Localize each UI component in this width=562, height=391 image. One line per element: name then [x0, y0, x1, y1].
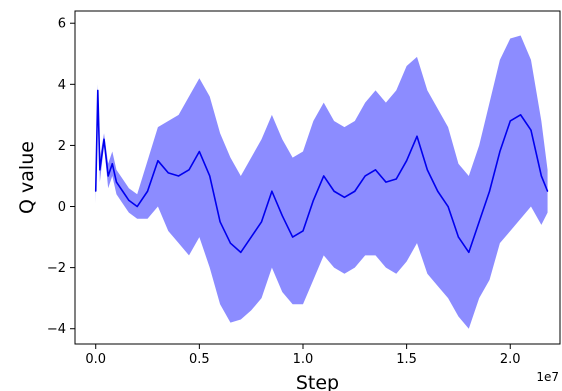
series-0-point: [520, 114, 522, 116]
series-0-point: [499, 150, 501, 153]
series-0-point: [209, 175, 211, 177]
series-0-point: [122, 190, 124, 192]
series-0-point: [406, 160, 408, 162]
series-0-point: [354, 190, 356, 192]
series-0-point: [437, 190, 439, 192]
x-tick-label: 1.5: [396, 352, 417, 367]
series-0-point: [128, 199, 130, 202]
x-tick-label: 0.0: [85, 352, 106, 367]
series-0-point: [364, 175, 366, 177]
series-0-line: [94, 89, 549, 254]
x-axis-label: Step: [296, 372, 339, 391]
series-0-point: [546, 190, 549, 192]
series-0-point: [260, 221, 263, 223]
series-0-point: [97, 89, 99, 92]
series-0-point: [468, 251, 470, 253]
series-0-point: [250, 236, 252, 238]
series-0-point: [302, 230, 304, 232]
x-tick-label: 0.5: [189, 352, 210, 367]
x-tick-label: 1.0: [293, 352, 314, 367]
series-0-point: [426, 169, 428, 171]
y-axis-label: Q value: [16, 141, 38, 214]
series-0-point: [323, 175, 325, 177]
series-0-point: [188, 169, 190, 171]
series-0-point: [488, 190, 491, 192]
series-0-point: [416, 135, 418, 137]
series-0-point: [115, 181, 118, 183]
series-0-point: [229, 242, 232, 244]
series-0-point: [281, 215, 283, 217]
series-0-point: [447, 205, 449, 208]
series-0-point: [333, 190, 335, 192]
series-0-point: [271, 190, 273, 192]
plot-layer: [94, 35, 549, 329]
series-0-point: [240, 251, 242, 253]
series-0-point: [478, 221, 480, 223]
series-0-point: [157, 160, 159, 162]
series-0-point: [107, 175, 109, 177]
series-0-point: [178, 175, 180, 177]
series-0-point: [530, 129, 532, 131]
series-0-point: [395, 178, 397, 180]
x-offset-label: 1e7: [536, 370, 559, 384]
y-tick-label: 2: [58, 139, 66, 154]
series-0-point: [95, 190, 97, 192]
y-tick-label: 0: [58, 200, 66, 215]
series-0-point: [219, 221, 221, 223]
y-tick-label: −4: [47, 322, 66, 337]
series-0-point: [292, 236, 294, 238]
series-0-point: [99, 169, 101, 171]
series-0-point: [457, 236, 460, 238]
series-0-point: [167, 172, 169, 174]
series-0-point: [312, 199, 314, 202]
series-0-point: [111, 163, 113, 165]
series-0-point: [385, 181, 387, 183]
series-0-point: [103, 138, 105, 140]
series-0-point: [146, 190, 149, 192]
y-tick-label: 4: [58, 78, 66, 93]
series-0-point: [540, 175, 542, 177]
ticks-layer: 0.0 0.5 1.0 1.5 2.0 −4 −2 0 2 4 6: [47, 17, 521, 367]
series-0-point: [509, 120, 511, 122]
x-tick-label: 2.0: [500, 352, 521, 367]
series-0-point: [374, 169, 377, 171]
y-tick-label: −2: [47, 261, 66, 276]
plot-frame: [74, 10, 561, 345]
y-tick-label: 6: [58, 17, 66, 32]
series-0-point: [343, 196, 346, 198]
series-0-point: [198, 150, 200, 153]
series-0-point: [136, 205, 138, 208]
